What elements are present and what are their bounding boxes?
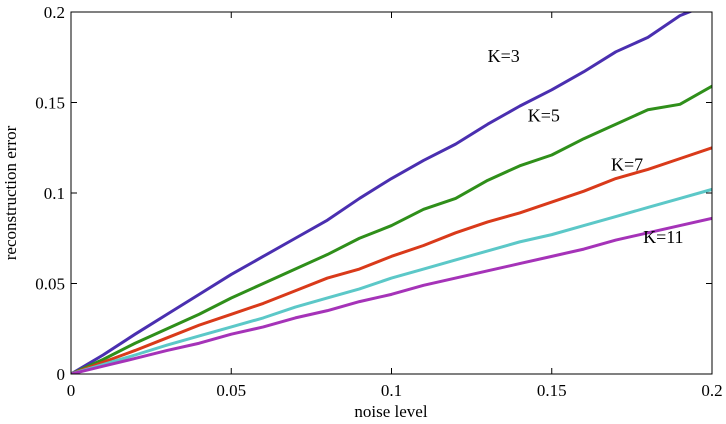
series-layer (71, 12, 712, 374)
ticks: 0 0.05 0.1 0.15 0.2 0 0.05 0.1 0.15 0.2 (35, 3, 722, 400)
x-tick-label: 0.05 (216, 381, 246, 400)
y-axis-label: reconstruction error (1, 125, 20, 260)
y-tick-label: 0 (57, 365, 66, 384)
series-annotations: K=3 K=5 K=7 K=11 (488, 46, 684, 247)
series-label-k-7: K=7 (611, 154, 643, 174)
series-line-k-7 (71, 146, 712, 374)
x-tick-label: 0 (67, 381, 76, 400)
axes (70, 11, 713, 375)
x-tick-label: 0.2 (701, 381, 722, 400)
x-axis-label: noise level (354, 402, 427, 421)
series-line-series-4 (71, 187, 712, 374)
series-line-k-3 (71, 12, 694, 374)
x-tick-label: 0.15 (537, 381, 567, 400)
y-tick-label: 0.1 (44, 184, 65, 203)
y-tick-label: 0.15 (35, 94, 65, 113)
series-line-k-5 (71, 84, 712, 374)
plot-frame (70, 11, 713, 375)
series-label-k-11: K=11 (643, 227, 683, 247)
series-line-k-11 (71, 216, 712, 374)
y-tick-label: 0.05 (35, 275, 65, 294)
series-label-k-5: K=5 (528, 106, 560, 126)
series-label-k-3: K=3 (488, 46, 520, 66)
y-tick-label: 0.2 (44, 3, 65, 22)
x-tick-label: 0.1 (381, 381, 402, 400)
